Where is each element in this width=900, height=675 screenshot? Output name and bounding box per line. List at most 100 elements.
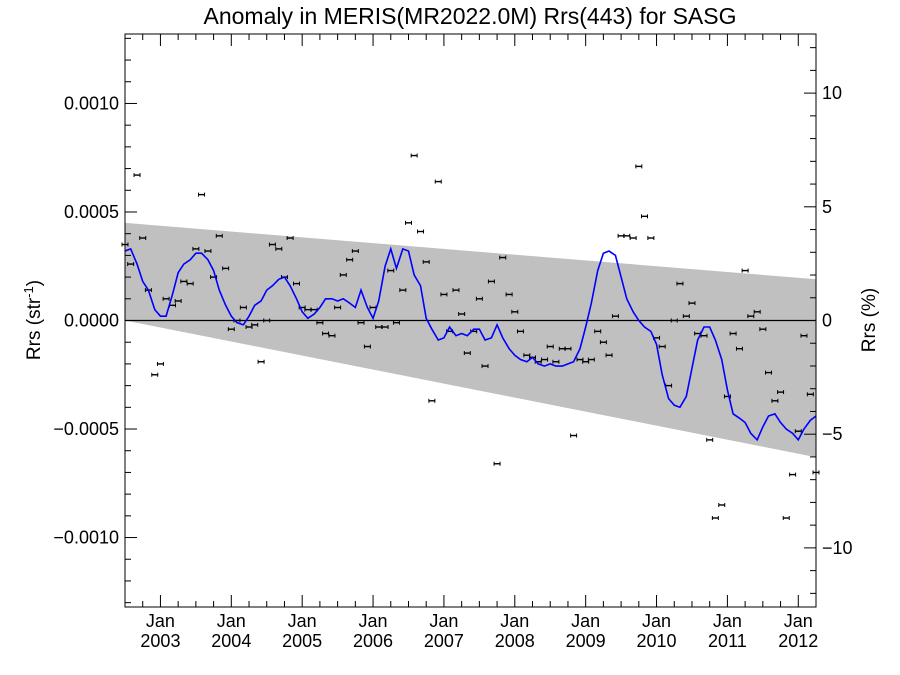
- x-tick-month-label: Jan: [429, 611, 458, 631]
- left-y-axis: 0.0010 0.0005 0.0000 −0.0005 −0.0010: [53, 37, 137, 604]
- data-point: [629, 236, 637, 241]
- data-point: [381, 325, 389, 330]
- right-tick-label: −5: [822, 424, 843, 444]
- data-point: [729, 331, 737, 336]
- data-point: [387, 268, 395, 273]
- left-tick-label: 0.0000: [64, 311, 119, 331]
- data-point: [599, 340, 607, 345]
- data-point: [428, 398, 436, 403]
- data-point: [658, 344, 666, 349]
- x-tick-month-label: Jan: [571, 611, 600, 631]
- data-point: [475, 296, 483, 301]
- data-point: [215, 233, 223, 238]
- right-tick-label: −10: [822, 538, 853, 558]
- data-point: [587, 357, 595, 362]
- data-point: [275, 246, 283, 251]
- data-point: [711, 516, 719, 521]
- data-point: [789, 472, 797, 477]
- data-point: [706, 437, 714, 442]
- data-point: [357, 320, 365, 325]
- x-tick-month-label: Jan: [642, 611, 671, 631]
- data-point: [511, 309, 519, 314]
- data-point: [670, 318, 678, 323]
- data-point: [293, 281, 301, 286]
- data-point: [399, 288, 407, 293]
- data-point: [268, 242, 276, 247]
- data-point: [363, 344, 371, 349]
- data-point: [623, 233, 631, 238]
- left-axis-label-close: ): [24, 280, 45, 286]
- x-tick-year-label: 2003: [140, 631, 180, 651]
- data-point: [251, 322, 259, 327]
- left-tick-label: −0.0010: [53, 528, 119, 548]
- data-point: [594, 329, 602, 334]
- data-point: [186, 281, 194, 286]
- left-tick-label: −0.0005: [53, 419, 119, 439]
- data-point: [682, 314, 690, 319]
- data-point: [505, 292, 513, 297]
- smoothed-curve: [124, 246, 817, 442]
- chart-title: Anomaly in MERIS(MR2022.0M) Rrs(443) for…: [204, 3, 737, 29]
- x-tick-year-label: 2008: [495, 631, 535, 651]
- data-point: [452, 288, 460, 293]
- data-point: [204, 249, 212, 254]
- data-point: [257, 359, 265, 364]
- data-point: [198, 192, 206, 197]
- right-tick-label: 0: [822, 311, 832, 331]
- data-point: [316, 320, 324, 325]
- data-point: [328, 333, 336, 338]
- data-point: [351, 249, 359, 254]
- data-point: [777, 390, 785, 395]
- left-axis-label-text: Rrs (str: [24, 297, 45, 360]
- data-point: [392, 320, 400, 325]
- x-tick-year-label: 2010: [637, 631, 677, 651]
- left-axis-label: Rrs (str-1): [21, 280, 45, 360]
- x-tick-year-label: 2007: [424, 631, 464, 651]
- data-point: [463, 351, 471, 356]
- data-point: [286, 236, 294, 241]
- x-tick-year-label: 2012: [778, 631, 818, 651]
- data-point: [552, 359, 560, 364]
- right-tick-label: 5: [822, 197, 832, 217]
- x-axis: Jan2003Jan2004Jan2005Jan2006Jan2007Jan20…: [140, 34, 818, 651]
- x-tick-year-label: 2011: [708, 631, 747, 651]
- data-point: [156, 361, 164, 366]
- data-point: [771, 398, 779, 403]
- data-point: [617, 233, 625, 238]
- x-tick-month-label: Jan: [500, 611, 529, 631]
- x-tick-year-label: 2009: [566, 631, 606, 651]
- data-point: [635, 164, 643, 169]
- x-tick-month-label: Jan: [146, 611, 175, 631]
- data-point: [481, 364, 489, 369]
- data-point: [410, 153, 418, 158]
- data-point: [422, 259, 430, 264]
- data-point: [647, 236, 655, 241]
- data-point: [192, 246, 200, 251]
- data-point: [605, 353, 613, 358]
- left-axis-label-superscript: -1: [21, 286, 36, 298]
- data-point: [753, 309, 761, 314]
- uncertainty-band: [125, 222, 816, 458]
- data-point: [516, 329, 524, 334]
- data-point: [759, 327, 767, 332]
- right-axis-label: Rrs (%): [859, 288, 880, 352]
- data-point: [493, 461, 501, 466]
- data-point: [718, 502, 726, 507]
- data-point: [339, 272, 347, 277]
- data-point: [765, 370, 773, 375]
- data-point: [162, 296, 170, 301]
- x-tick-month-label: Jan: [288, 611, 317, 631]
- data-point: [334, 305, 342, 310]
- data-point: [747, 314, 755, 319]
- data-point: [127, 262, 135, 267]
- data-point: [782, 516, 790, 521]
- data-point: [434, 179, 442, 184]
- data-point: [139, 236, 147, 241]
- left-tick-label: 0.0010: [64, 93, 119, 113]
- left-tick-label: 0.0005: [64, 202, 119, 222]
- data-point: [800, 333, 808, 338]
- data-point: [263, 318, 271, 323]
- data-point: [611, 314, 619, 319]
- data-point: [541, 357, 549, 362]
